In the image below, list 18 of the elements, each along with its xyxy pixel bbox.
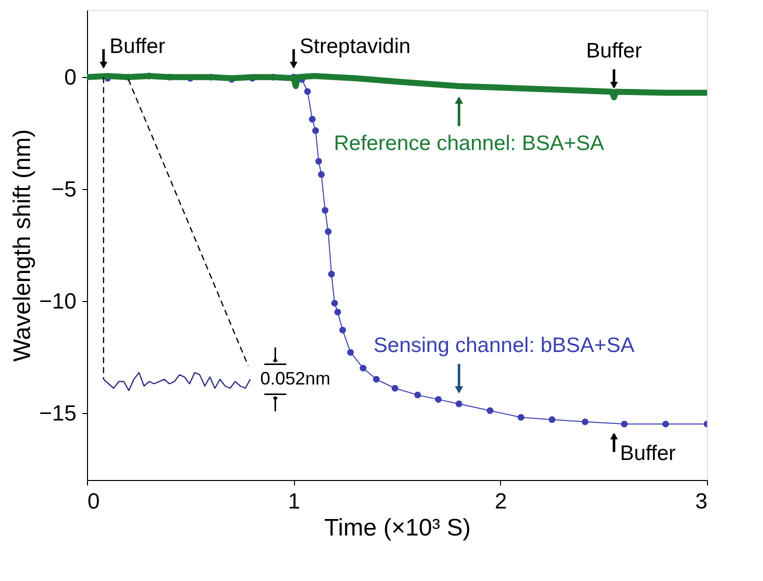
x-tick-label: 2 (494, 488, 507, 514)
x-axis-title: Time (×10³ S) (324, 514, 471, 542)
annotation: Buffer (586, 39, 642, 62)
annotation: 0.052nm (260, 368, 330, 388)
y-tick-label: −15 (39, 400, 76, 426)
y-tick-label: −5 (51, 176, 76, 202)
x-tick-label: 3 (695, 488, 708, 514)
x-tick-label: 0 (88, 488, 100, 514)
annotation: Streptavidin (300, 35, 411, 58)
x-tick-label: 1 (288, 488, 300, 514)
annotation: Buffer (110, 35, 166, 58)
line-series (102, 372, 251, 392)
y-tick-label: 0 (64, 64, 76, 90)
y-tick-label: −10 (39, 288, 76, 314)
annotation: Buffer (620, 442, 676, 466)
series-label: Reference channel: BSA+SA (334, 132, 604, 156)
series-label: Sensing channel: bBSA+SA (374, 334, 634, 357)
y-axis-title: Wavelength shift (nm) (9, 129, 36, 362)
